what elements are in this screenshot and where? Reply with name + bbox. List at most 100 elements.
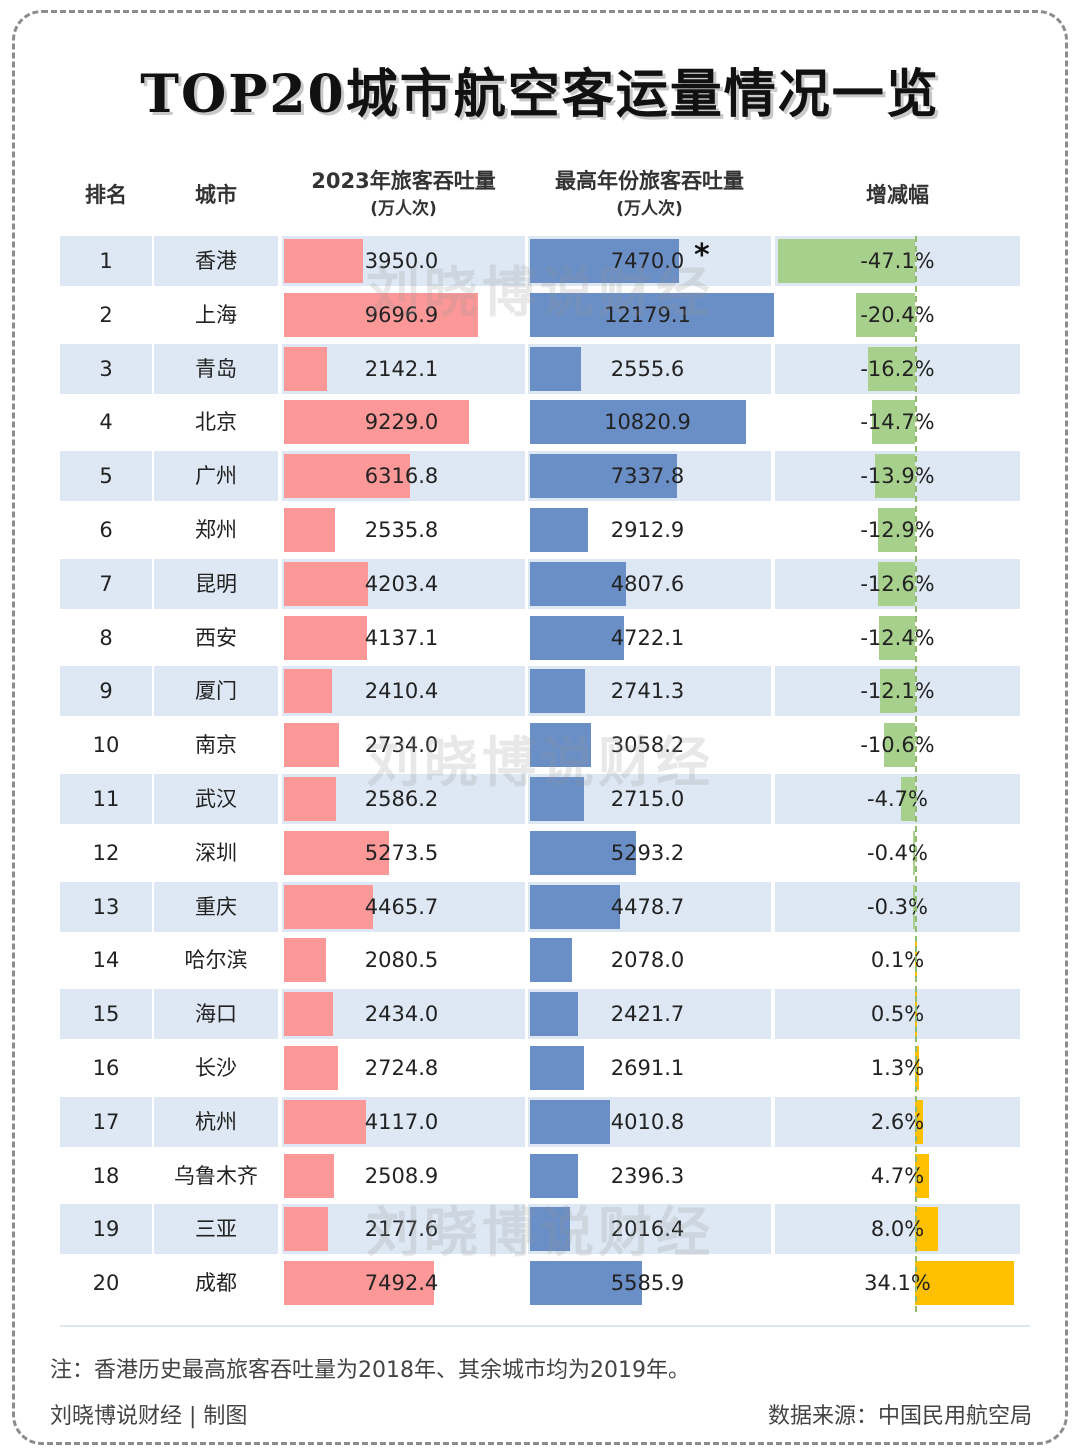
table-row: 18 乌鲁木齐 2508.9 2396.3 4.7% [60,1151,1020,1201]
bar-peak [530,239,680,283]
table-row: 3 青岛 2142.1 2555.6 -16.2% [60,343,1020,394]
cell-bg [60,451,152,502]
value-peak: 2912.9 [610,518,685,542]
bar-2023 [284,239,363,283]
value-2023: 2724.8 [364,1056,439,1080]
table-row: 8 西安 4137.1 4722.1 -12.4% [60,613,1020,663]
value-2023: 2535.8 [364,518,439,542]
value-2023: 5273.5 [364,840,439,865]
header-2023-unit: (万人次) [370,199,437,219]
value-peak: 5585.9 [610,1271,685,1296]
bar-decrease [874,454,915,499]
bar-decrease [872,400,915,445]
rank-cell: 1 [99,249,113,273]
city-cell: 重庆 [195,894,237,919]
value-2023: 7492.4 [364,1271,439,1296]
bar-peak [530,454,677,499]
cell-bg [775,1096,1020,1147]
table-row: 4 北京 9229.0 10820.9 -14.7% [60,397,1020,447]
change-value: -16.2% [860,356,935,381]
bar-decrease [884,723,915,768]
city-cell: 乌鲁木齐 [174,1163,258,1188]
value-2023: 2434.0 [364,1002,439,1027]
bar-peak [530,292,774,337]
bar-decrease [901,777,915,821]
value-peak: 2078.0 [610,948,685,973]
change-value: -47.1% [860,249,935,273]
cell-bg [60,774,152,824]
source-text: 数据来源：中国民用航空局 [767,1404,1032,1429]
city-cell: 南京 [195,733,237,758]
table-row: 15 海口 2434.0 2421.7 0.5% [60,989,1020,1040]
bar-increase [915,1207,939,1252]
change-value: 1.3% [870,1056,925,1080]
cell-bg [775,989,1020,1040]
bar-decrease [855,292,915,337]
city-cell: 广州 [195,464,237,489]
bar-peak [530,938,572,983]
rank-cell: 6 [99,518,113,542]
value-2023: 4117.0 [364,1109,439,1134]
bar-peak [530,561,627,606]
value-peak: 2421.7 [610,1002,685,1027]
cell-bg [154,451,278,502]
bar-peak [530,723,592,768]
zero-line [915,236,917,1312]
bar-2023 [284,508,335,552]
table-row: 20 成都 7492.4 5585.9 34.1% [60,1258,1020,1308]
city-cell: 三亚 [195,1217,237,1242]
table-row: 10 南京 2734.0 3058.2 -10.6% [60,720,1020,770]
bar-decrease [868,346,915,391]
city-cell: 长沙 [195,1056,237,1080]
value-2023: 2177.6 [364,1217,439,1242]
change-value: 0.1% [870,948,925,973]
change-value: 34.1% [864,1271,931,1296]
value-peak: 4478.7 [610,894,685,919]
value-peak: 12179.1 [604,302,691,327]
bar-2023 [284,777,336,821]
table-row: 17 杭州 4117.0 4010.8 2.6% [60,1096,1020,1147]
city-cell: 成都 [195,1271,237,1296]
bar-peak [530,830,636,875]
bar-2023 [284,561,369,606]
value-2023: 2586.2 [364,787,439,811]
change-value: -12.4% [860,625,935,650]
header-city: 城市 [195,183,237,207]
table-row: 11 武汉 2586.2 2715.0 -4.7% [60,774,1020,824]
bar-peak [530,992,579,1037]
bar-2023 [284,1207,328,1252]
value-2023: 2734.0 [364,733,439,758]
rank-cell: 4 [99,410,113,435]
header-change: 增减幅 [866,183,929,207]
bar-peak [530,1153,578,1198]
rank-cell: 3 [99,356,113,381]
value-2023: 4137.1 [364,625,439,650]
table-row: 1 香港 3950.0 7470.0 * -47.1% [60,236,1020,286]
cell-bg [60,1096,152,1147]
cell-bg [60,989,152,1040]
city-cell: 青岛 [195,356,237,381]
city-cell: 海口 [195,1002,237,1027]
footer-separator [60,1325,1030,1327]
cell-bg [60,1204,152,1255]
bar-2023 [284,400,469,445]
city-cell: 厦门 [195,679,237,704]
table-row: 14 哈尔滨 2080.5 2078.0 0.1% [60,935,1020,985]
header-2023-throughput: 2023年旅客吞吐量 (万人次) [282,166,525,222]
cell-bg [154,881,278,932]
cell-bg [154,343,278,394]
cell-bg [154,1204,278,1255]
bar-2023 [284,615,367,660]
bar-peak [530,400,747,445]
city-cell: 郑州 [195,518,237,542]
bar-2023 [284,723,339,768]
bar-2023 [284,938,326,983]
rank-cell: 12 [92,840,120,865]
rank-cell: 19 [92,1217,120,1242]
cell-bg [60,558,152,609]
change-value: -12.9% [860,518,935,542]
rank-cell: 17 [92,1109,120,1134]
value-2023: 3950.0 [364,249,439,273]
cell-bg [775,881,1020,932]
bar-increase [915,1153,929,1198]
